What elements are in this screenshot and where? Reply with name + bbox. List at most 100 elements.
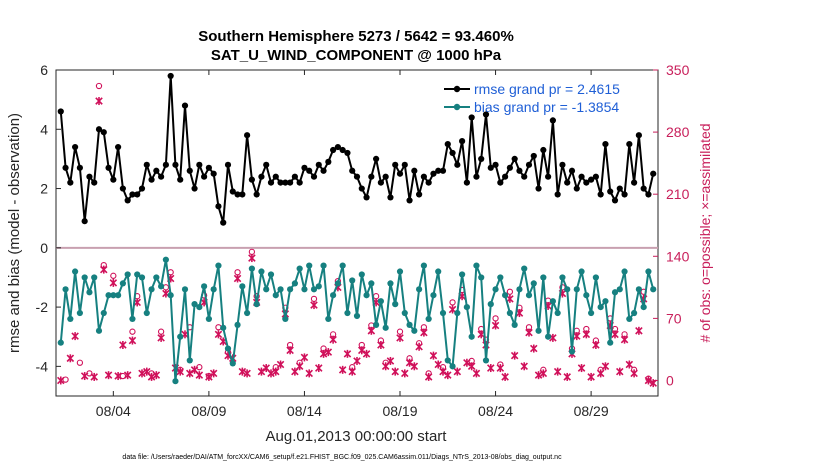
obs-assimilated-marker xyxy=(205,372,213,381)
bias-point xyxy=(640,303,647,311)
bias-point xyxy=(645,268,652,275)
bias-point xyxy=(344,309,351,317)
rmse-point xyxy=(640,185,647,192)
bias-point xyxy=(573,286,580,293)
rmse-point xyxy=(497,179,504,186)
rmse-point xyxy=(459,138,466,145)
bias-point xyxy=(263,286,270,293)
obs-assimilated-marker xyxy=(391,367,399,376)
rmse-point xyxy=(645,191,652,198)
rmse-point xyxy=(502,173,509,180)
obs-assimilated-marker xyxy=(620,335,629,344)
rmse-point xyxy=(224,161,232,168)
bias-point xyxy=(196,303,203,311)
obs-assimilated-marker xyxy=(396,333,404,342)
rmse-point xyxy=(186,167,193,174)
rmse-point xyxy=(330,146,337,154)
rmse-point xyxy=(172,161,179,168)
rmse-point xyxy=(191,185,198,192)
obs-assimilated-marker xyxy=(377,340,385,349)
obs-assimilated-marker xyxy=(410,362,419,371)
rmse-point xyxy=(310,173,318,180)
bias-point xyxy=(463,303,470,311)
obs-assimilated-marker xyxy=(649,379,657,388)
bias-point xyxy=(148,286,155,293)
bias-point xyxy=(282,315,289,323)
rmse-point xyxy=(267,179,275,186)
rmse-point xyxy=(387,194,394,201)
rmse-point xyxy=(201,173,208,180)
bias-point xyxy=(454,309,461,317)
obs-possible-marker xyxy=(110,272,117,279)
obs-assimilated-marker xyxy=(176,367,184,376)
bias-point xyxy=(521,265,528,272)
bias-point xyxy=(401,309,408,317)
bias-point xyxy=(267,271,275,278)
obs-assimilated-marker xyxy=(577,364,586,373)
bias-point xyxy=(287,286,294,293)
bias-point xyxy=(439,309,447,317)
obs-assimilated-marker xyxy=(415,342,423,351)
bias-point xyxy=(349,277,356,284)
bias-point xyxy=(502,292,509,299)
rmse-point xyxy=(377,179,384,186)
obs-possible-marker xyxy=(129,328,136,335)
series-lines xyxy=(57,72,657,385)
obs-assimilated-marker xyxy=(501,372,509,381)
bias-point xyxy=(205,315,212,323)
rmse-point xyxy=(244,132,251,139)
obs-assimilated-marker xyxy=(596,369,605,378)
bias-point xyxy=(588,309,595,317)
rmse-point xyxy=(181,102,189,109)
obs-possible-marker xyxy=(95,82,103,90)
bias-point xyxy=(105,292,112,299)
bias-point xyxy=(134,271,141,278)
bias-point xyxy=(291,280,298,287)
bias-point xyxy=(425,315,432,323)
bias-point xyxy=(124,271,131,278)
rmse-point xyxy=(210,170,217,177)
obs-assimilated-marker xyxy=(405,358,414,367)
rmse-point xyxy=(248,176,255,183)
obs-assimilated-marker xyxy=(119,340,127,349)
obs-assimilated-marker xyxy=(329,335,337,344)
bias-point xyxy=(545,333,552,340)
rmse-point xyxy=(420,173,427,180)
legend-bias-marker xyxy=(453,103,461,111)
rmse-point xyxy=(134,191,141,198)
rmse-point xyxy=(631,179,638,186)
y2-tick-label: 0 xyxy=(666,372,674,388)
y2-axis-ticks: 0 70 140 210 280 350 xyxy=(653,62,690,388)
rmse-point xyxy=(148,176,155,183)
rmse-point xyxy=(401,161,408,168)
bias-point xyxy=(325,315,332,323)
bias-point xyxy=(258,268,265,275)
rmse-point xyxy=(545,173,552,180)
obs-assimilated-marker xyxy=(467,362,476,371)
bias-point xyxy=(67,315,74,323)
obs-assimilated-marker xyxy=(238,367,247,376)
obs-assimilated-marker xyxy=(525,328,533,337)
obs-assimilated-marker xyxy=(157,333,165,342)
obs-assimilated-marker xyxy=(286,346,294,355)
bias-point xyxy=(86,289,93,296)
rmse-point xyxy=(91,179,98,186)
rmse-point xyxy=(616,185,623,192)
obs-assimilated-marker xyxy=(152,371,161,380)
rmse-point xyxy=(602,140,609,148)
rmse-point xyxy=(373,155,380,163)
rmse-point xyxy=(597,191,604,198)
bias-point xyxy=(76,309,83,317)
bias-point xyxy=(353,312,361,320)
data-file-footer: data file: /Users/raeder/DAI/ATM_forcXX/… xyxy=(122,454,562,461)
bias-point xyxy=(578,268,585,275)
x-tick-label: 08/04 xyxy=(96,403,131,419)
y-tick-label: 4 xyxy=(40,121,48,137)
rmse-point xyxy=(358,185,365,192)
bias-point xyxy=(449,363,456,370)
bias-point xyxy=(482,357,490,364)
obs-assimilated-marker xyxy=(186,369,194,378)
obs-assimilated-marker xyxy=(401,369,409,378)
obs-assimilated-marker xyxy=(587,372,595,381)
rmse-point xyxy=(382,173,389,180)
